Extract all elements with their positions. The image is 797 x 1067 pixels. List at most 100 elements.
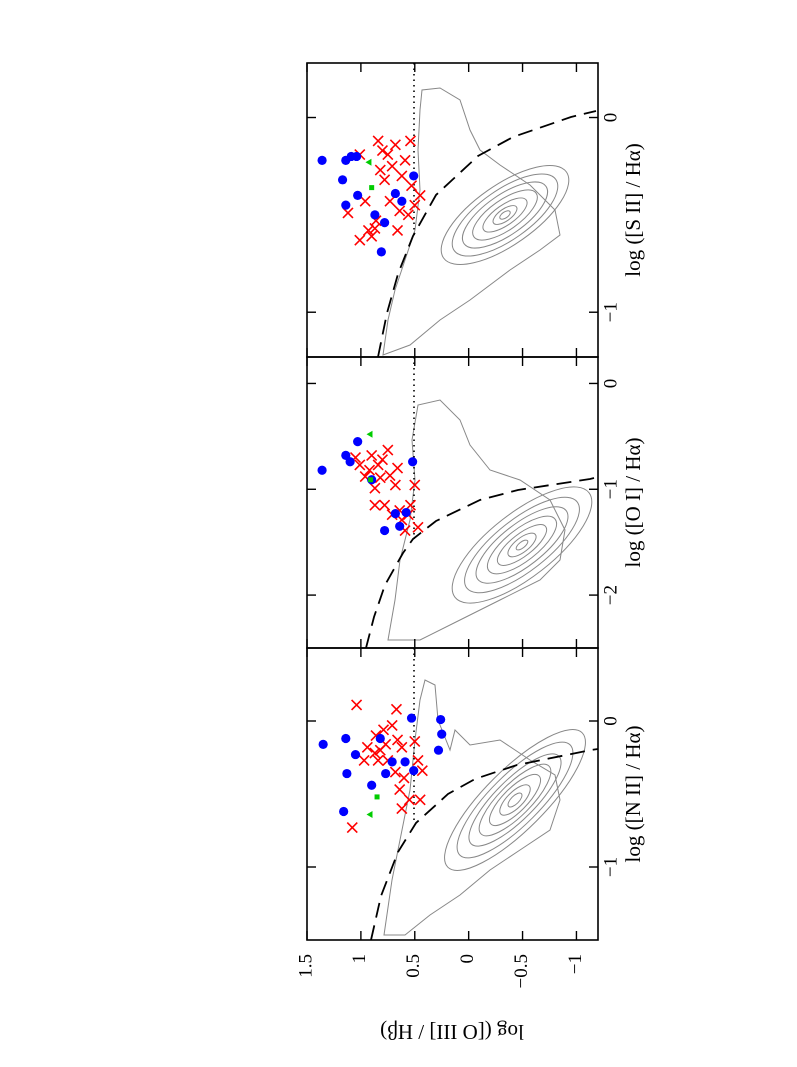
point: [391, 734, 404, 746]
point: [389, 479, 401, 491]
x-axis-label: log ([O I] / Hα): [621, 438, 645, 568]
point: [339, 806, 349, 817]
point: [387, 757, 397, 767]
point: [375, 733, 385, 744]
point: [376, 247, 386, 257]
x-tick-label: −1: [600, 302, 621, 322]
point: [362, 224, 374, 237]
point: [341, 200, 351, 210]
point: [396, 741, 408, 753]
point: [351, 151, 362, 162]
point: [372, 754, 384, 766]
point: [409, 735, 421, 748]
demarcation-curve: [370, 748, 599, 941]
contour: [382, 87, 561, 356]
point: [374, 164, 386, 176]
point: [380, 218, 390, 228]
point: [408, 457, 418, 467]
x-tick-label: 0: [600, 113, 621, 123]
y-tick-label: 1: [349, 954, 370, 964]
point: [353, 437, 363, 447]
y-tick-label: −1: [565, 954, 586, 974]
y-tick-label: 1.5: [295, 954, 316, 978]
point: [374, 472, 386, 484]
point: [366, 430, 373, 438]
panel-frame: [306, 62, 599, 358]
point: [399, 154, 411, 166]
point: [409, 199, 421, 211]
point: [390, 703, 403, 715]
point: [369, 482, 381, 494]
point: [398, 772, 410, 784]
y-axis-label: log ([O III] / Hβ): [380, 1020, 524, 1044]
point: [366, 230, 378, 242]
x-axis-label: log ([S II] / Hα): [621, 143, 645, 276]
point: [412, 754, 424, 766]
point: [379, 499, 391, 511]
point: [363, 464, 376, 476]
point: [376, 145, 389, 157]
point: [377, 724, 390, 736]
point: [394, 205, 406, 217]
point: [353, 190, 363, 200]
point: [386, 160, 398, 172]
point: [409, 171, 419, 181]
point: [317, 155, 327, 165]
x-tick-label: −2: [600, 585, 621, 605]
contour: [387, 399, 566, 641]
point: [337, 175, 348, 185]
point: [379, 174, 391, 186]
point: [354, 234, 366, 246]
point: [368, 477, 374, 483]
point: [390, 188, 400, 199]
demarcation-curve: [365, 476, 599, 649]
point: [342, 768, 352, 779]
point: [317, 465, 327, 475]
point: [365, 158, 372, 166]
point: [341, 733, 351, 744]
y-tick-label: 0.5: [403, 954, 424, 978]
point: [351, 699, 363, 711]
contour-core: [444, 729, 586, 871]
point: [402, 209, 414, 221]
y-tick-label: −0.5: [511, 954, 532, 988]
point: [369, 185, 375, 191]
demarcation-curve: [377, 110, 597, 358]
point: [400, 757, 410, 767]
point: [366, 449, 378, 461]
point: [414, 189, 426, 201]
point: [396, 170, 408, 182]
point: [369, 499, 381, 511]
point: [390, 509, 400, 519]
contours: [382, 87, 593, 936]
point: [370, 210, 380, 220]
point: [359, 195, 371, 207]
point: [350, 749, 361, 760]
demarcation-lines: [365, 63, 599, 941]
panel-frame: [306, 647, 599, 941]
point: [382, 444, 394, 456]
contour-core: [440, 164, 570, 266]
point: [409, 479, 421, 491]
point: [381, 768, 391, 779]
point: [391, 462, 404, 474]
point: [382, 148, 394, 161]
point: [401, 507, 411, 518]
point: [346, 822, 358, 834]
point: [369, 222, 381, 235]
point: [404, 135, 417, 147]
point: [345, 457, 355, 467]
point: [406, 713, 417, 723]
point: [437, 729, 447, 739]
point: [394, 784, 406, 796]
point: [414, 794, 426, 806]
x-tick-label: −1: [600, 479, 621, 499]
x-tick-label: 0: [600, 716, 621, 726]
point: [403, 794, 415, 806]
point: [389, 139, 401, 151]
contour-core: [451, 486, 593, 604]
point: [389, 766, 401, 778]
point: [342, 207, 354, 219]
x-tick-label: 0: [600, 379, 621, 389]
